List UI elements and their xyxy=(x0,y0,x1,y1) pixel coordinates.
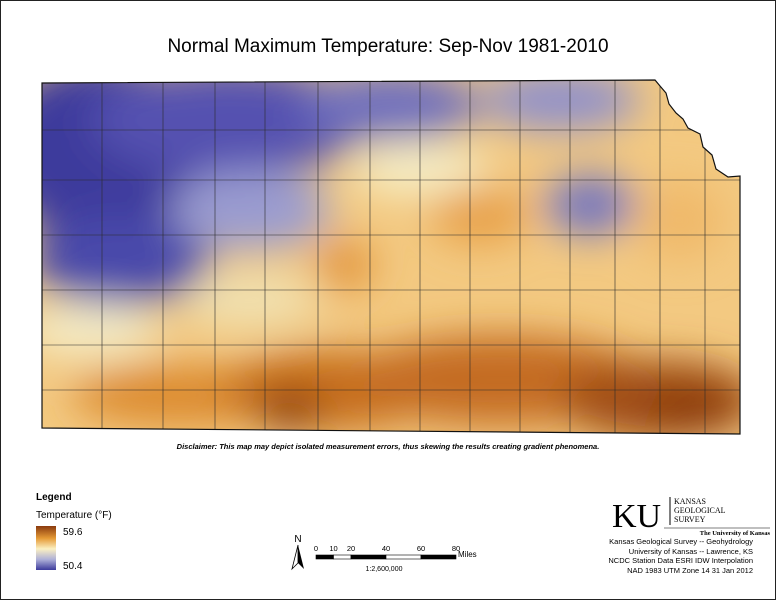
cool-zone-east xyxy=(545,175,635,235)
scale-segment xyxy=(385,554,422,560)
scale-tick-labels: 0 10 20 40 60 80 xyxy=(314,544,460,553)
logo-university: The University of Kansas xyxy=(700,530,771,537)
scale-tick-label: 80 xyxy=(452,544,460,553)
state-outline xyxy=(41,79,741,435)
legend-color-ramp xyxy=(36,526,56,570)
scale-tick-label: 40 xyxy=(382,544,390,553)
scale-tick-label: 10 xyxy=(329,544,337,553)
credit-lines: Kansas Geological Survey -- Geohydrology… xyxy=(560,537,753,575)
ku-logo: KU KANSAS GEOLOGICAL SURVEY The Universi… xyxy=(612,497,771,537)
credit-line: Kansas Geological Survey -- Geohydrology xyxy=(609,537,753,546)
credit-line: NCDC Station Data ESRI IDW Interpolation xyxy=(608,556,753,565)
scale-bar: 0 10 20 40 60 80 Miles 1:2,600,000 xyxy=(314,544,477,573)
scale-bar-segments xyxy=(315,554,457,560)
disclaimer-text: Disclaimer: This map may depict isolated… xyxy=(176,442,600,451)
cold-zone-north xyxy=(90,80,370,175)
cool-zone-north-central xyxy=(300,80,480,140)
cool-zone-west-central xyxy=(170,170,330,250)
map-title: Normal Maximum Temperature: Sep-Nov 1981… xyxy=(167,36,609,57)
pale-zone-south-central xyxy=(180,275,320,325)
logo-name-line3: SURVEY xyxy=(674,515,706,524)
scale-tick-label: 20 xyxy=(347,544,355,553)
scale-ratio: 1:2,600,000 xyxy=(366,566,403,573)
warm-zone-east xyxy=(635,180,725,260)
pale-zone-southwest xyxy=(42,302,160,358)
hottest-spot-south xyxy=(255,390,325,430)
cold-zone-west xyxy=(42,215,210,305)
north-arrow-icon: N xyxy=(291,534,304,571)
legend-high-label: 59.6 xyxy=(63,527,83,538)
hottest-spot-southeast xyxy=(645,388,735,432)
cool-zone-northeast xyxy=(480,80,640,130)
north-label: N xyxy=(294,534,301,545)
scale-segment xyxy=(315,554,334,560)
scale-tick-label: 60 xyxy=(417,544,425,553)
warm-zone-central xyxy=(430,185,530,245)
logo-name-line2: GEOLOGICAL xyxy=(674,506,726,515)
legend-title: Legend xyxy=(36,492,72,503)
scale-segment xyxy=(420,554,457,560)
scale-unit: Miles xyxy=(458,550,477,559)
warm-zone-south-central xyxy=(315,240,375,290)
ku-logo-letters: KU xyxy=(612,498,661,535)
temperature-surface xyxy=(42,80,740,434)
credit-line: NAD 1983 UTM Zone 14 31 Jan 2012 xyxy=(627,565,753,575)
legend-low-label: 50.4 xyxy=(63,561,83,572)
legend-subtitle: Temperature (°F) xyxy=(36,510,112,521)
county-boundaries xyxy=(42,80,740,434)
credit-line: University of Kansas -- Lawrence, KS xyxy=(628,546,753,556)
logo-name-line1: KANSAS xyxy=(674,497,706,506)
scale-tick-label: 0 xyxy=(314,544,318,553)
scale-segment xyxy=(350,554,387,560)
scale-segment xyxy=(333,554,352,560)
